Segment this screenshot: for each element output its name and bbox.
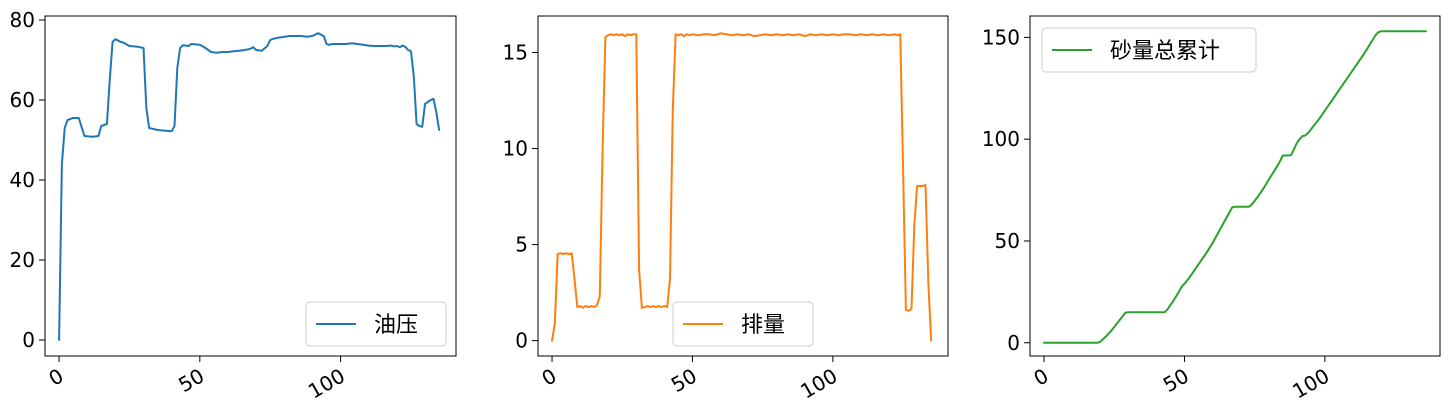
x-tick-label: 50 bbox=[174, 364, 208, 398]
y-tick-label: 80 bbox=[10, 8, 35, 32]
x-tick-label: 100 bbox=[304, 364, 349, 404]
x-tick-label: 100 bbox=[796, 364, 841, 404]
y-tick-label: 0 bbox=[1007, 331, 1020, 355]
series-line-1 bbox=[58, 32, 441, 341]
legend-label: 砂量总累计 bbox=[1110, 39, 1220, 64]
x-tick-label: 0 bbox=[1030, 364, 1053, 391]
y-tick-label: 40 bbox=[10, 168, 35, 192]
y-tick-label: 50 bbox=[995, 229, 1020, 253]
axes-frame bbox=[537, 15, 949, 357]
y-tick-label: 10 bbox=[503, 137, 528, 161]
y-tick-label: 15 bbox=[503, 40, 528, 64]
axes-frame bbox=[1029, 15, 1441, 357]
legend: 砂量总累计 bbox=[1041, 27, 1257, 73]
legend-label: 油压 bbox=[374, 313, 418, 338]
legend-box bbox=[305, 301, 447, 347]
legend-box bbox=[672, 301, 814, 347]
chart-panel-3: 0 50 100 150 0 50 100 砂量总累计 bbox=[982, 15, 1441, 404]
y-tick-label: 150 bbox=[982, 25, 1020, 49]
x-tick-label: 0 bbox=[45, 364, 68, 391]
legend-box bbox=[1041, 27, 1257, 73]
chart-panel-1: 0 20 40 60 80 0 50 100 油压 bbox=[10, 8, 457, 404]
x-tick-label: 50 bbox=[667, 364, 701, 398]
legend: 油压 bbox=[305, 301, 447, 347]
y-tick-label: 100 bbox=[982, 127, 1020, 151]
x-tick-label: 100 bbox=[1288, 364, 1333, 404]
legend: 排量 bbox=[672, 301, 814, 347]
chart-panel-2: 0 5 10 15 0 50 100 排量 bbox=[503, 15, 949, 404]
y-tick-label: 0 bbox=[22, 328, 35, 352]
legend-label: 排量 bbox=[741, 313, 785, 338]
y-tick-label: 5 bbox=[515, 233, 528, 257]
series-line-3 bbox=[1043, 30, 1427, 344]
y-tick-label: 0 bbox=[515, 329, 528, 353]
y-tick-label: 60 bbox=[10, 88, 35, 112]
x-tick-label: 0 bbox=[538, 364, 561, 391]
x-tick-label: 50 bbox=[1159, 364, 1193, 398]
y-tick-label: 20 bbox=[10, 248, 35, 272]
series-line-2 bbox=[551, 32, 933, 342]
axes-frame bbox=[44, 15, 457, 357]
